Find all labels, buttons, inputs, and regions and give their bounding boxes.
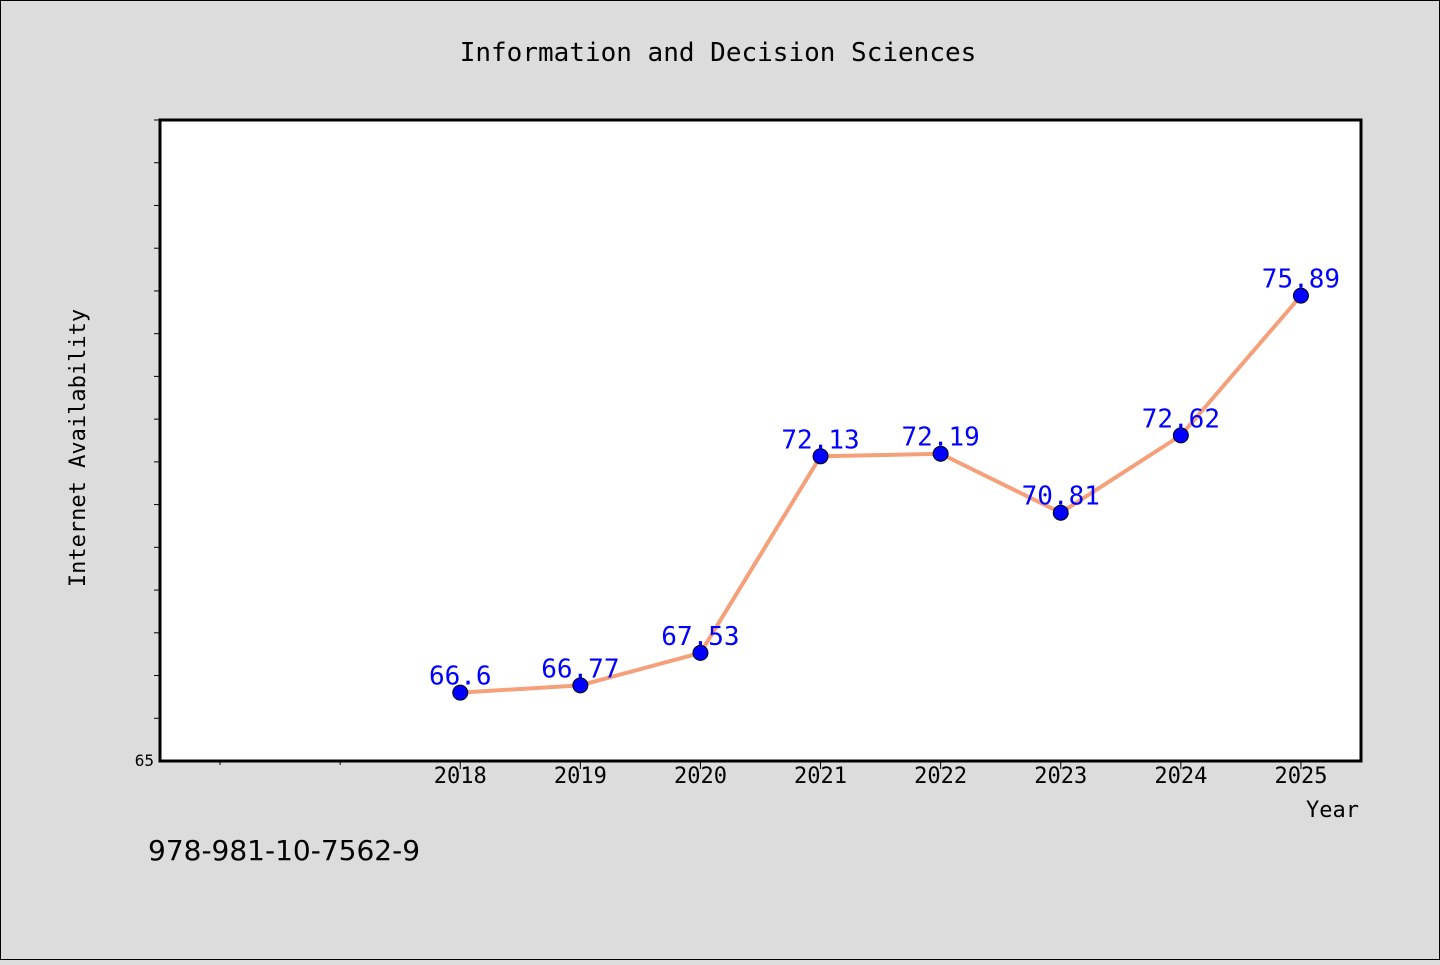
x-tick-label: 2022: [914, 764, 967, 789]
data-label: 66.6: [429, 662, 492, 692]
x-tick-label: 2018: [434, 764, 487, 789]
x-tick-label: 2020: [674, 764, 727, 789]
data-label: 70.81: [1022, 482, 1100, 512]
chart-title: Information and Decision Sciences: [460, 38, 977, 68]
data-label: 72.19: [902, 423, 980, 453]
data-point: [572, 677, 589, 694]
plot-area: [158, 118, 1363, 763]
data-label: 66.77: [541, 654, 619, 684]
x-tick-label: 2024: [1154, 764, 1207, 789]
data-point: [932, 445, 949, 462]
series-line: [458, 293, 1303, 695]
data-label: 72.13: [781, 425, 859, 455]
data-point: [1172, 427, 1189, 444]
data-point: [692, 644, 709, 661]
data-label-layer: 66.6 66.77 67.53 72.13 72.19 70.81 72.62 75.89: [429, 265, 1340, 692]
data-point: [812, 448, 829, 465]
data-point: [1292, 287, 1309, 304]
x-axis-label: Year: [1306, 798, 1359, 823]
x-tick-label: 2023: [1034, 764, 1087, 789]
data-point: [452, 684, 469, 701]
x-tick-label: 2025: [1274, 764, 1327, 789]
x-axis-ticks: 2018 2019 2020 2021 2022 2023 2024 2025: [219, 761, 1327, 789]
data-label: 67.53: [661, 622, 739, 652]
x-tick-label: 2021: [794, 764, 847, 789]
isbn-caption: 978-981-10-7562-9: [148, 834, 421, 867]
data-label: 72.62: [1142, 404, 1220, 434]
data-point: [1052, 504, 1069, 521]
y-axis-label: Internet Availability: [66, 309, 91, 587]
y-tick-label: 65: [135, 751, 154, 770]
x-tick-label: 2019: [554, 764, 607, 789]
series-layer: [452, 287, 1309, 701]
data-label: 75.89: [1262, 265, 1340, 295]
y-axis-ticks: 65: [135, 119, 160, 770]
